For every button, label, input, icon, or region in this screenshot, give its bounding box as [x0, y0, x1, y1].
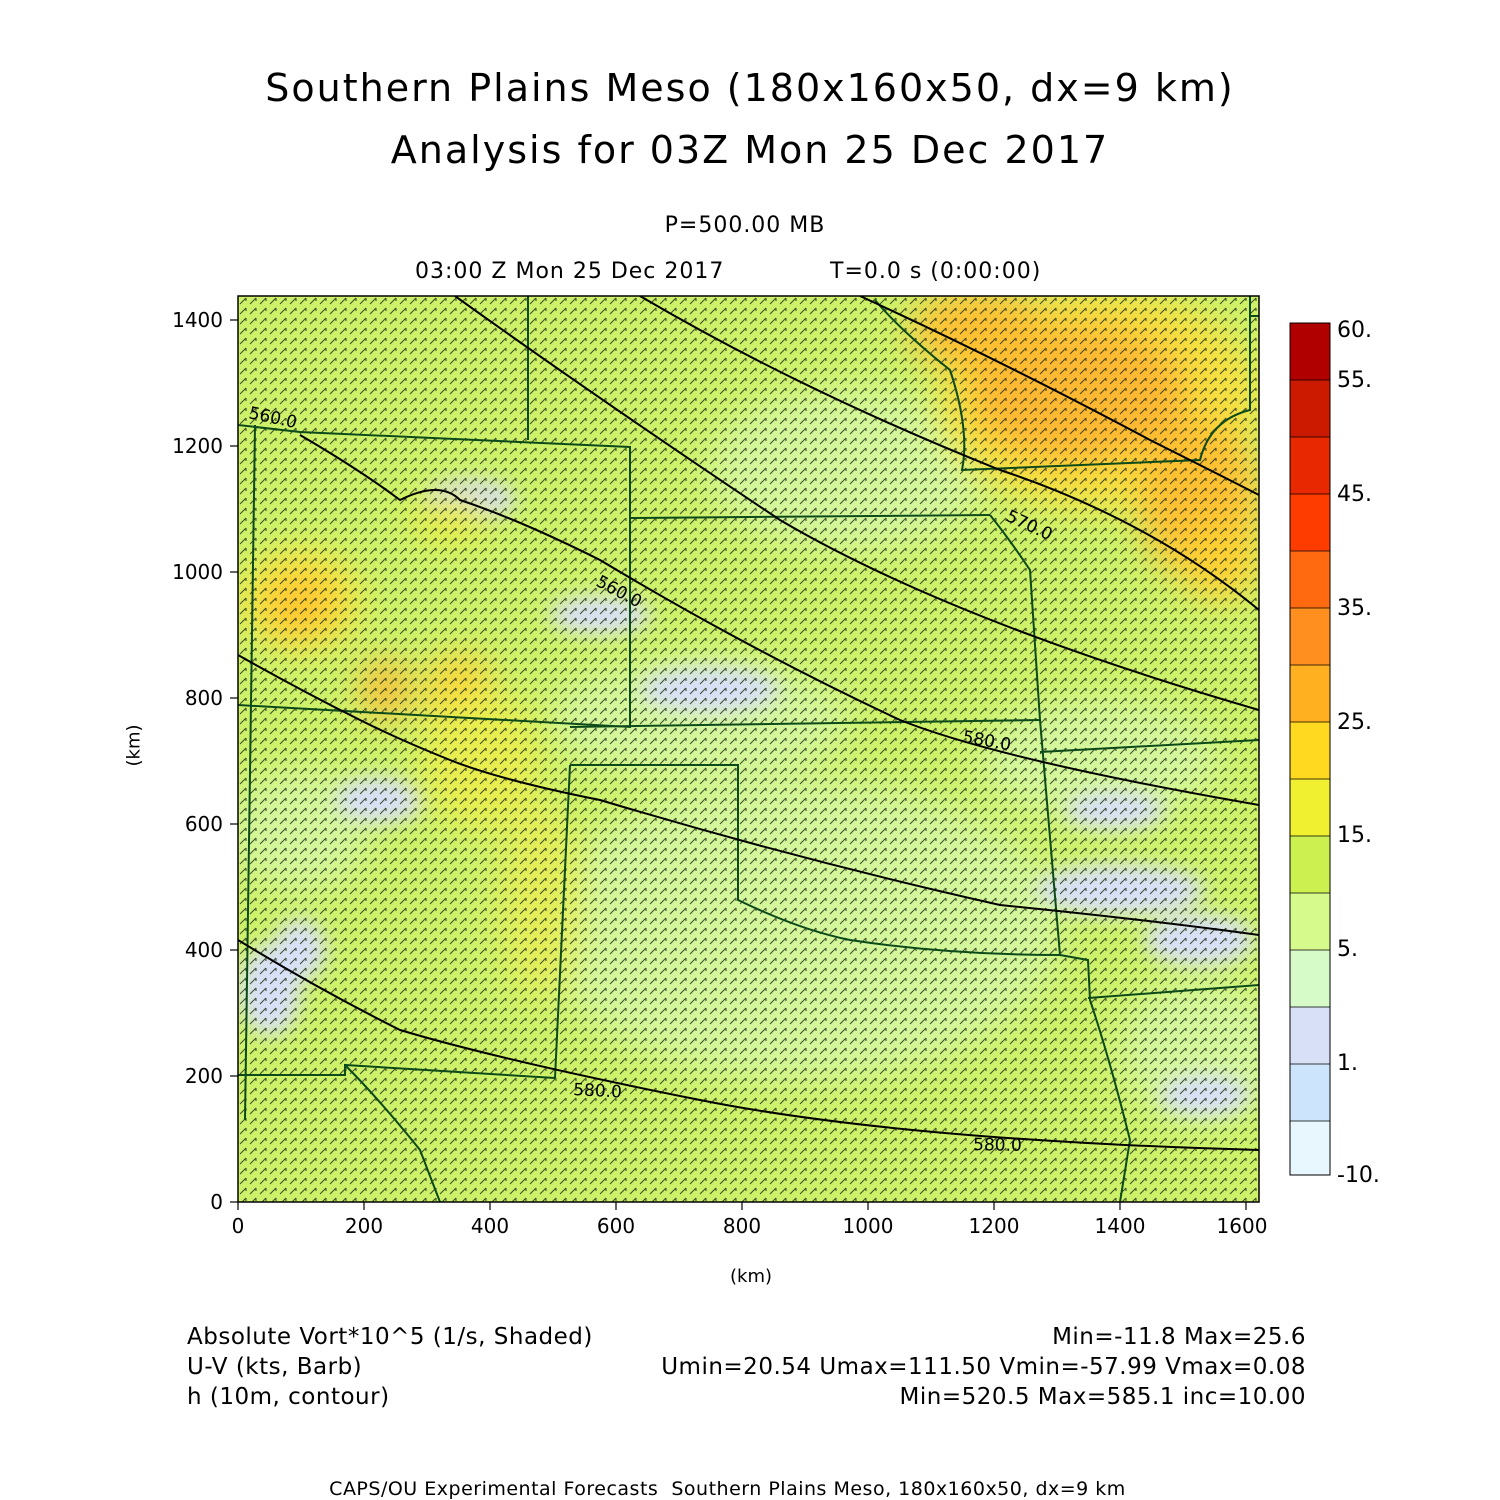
- y-axis-label: (km): [123, 724, 145, 767]
- colorbar: [1289, 322, 1331, 1176]
- x-tick-label: 1200: [968, 1214, 1020, 1238]
- colorbar-label: 45.: [1337, 482, 1372, 507]
- colorbar-label: 5.: [1337, 937, 1358, 962]
- colorbar-label: 35.: [1337, 596, 1372, 621]
- x-tick-label: 1000: [842, 1214, 894, 1238]
- y-tick-label: 1000: [172, 560, 223, 584]
- footer-credit: CAPS/OU Experimental Forecasts Southern …: [329, 1478, 1126, 1500]
- y-tick-label: 1400: [172, 308, 223, 332]
- colorbar-label: 15.: [1337, 823, 1372, 848]
- x-tick-label: 400: [470, 1214, 510, 1238]
- title-line-2: Analysis for 03Z Mon 25 Dec 2017: [390, 128, 1110, 172]
- wind-legend: U-V (kts, Barb): [187, 1354, 363, 1380]
- contour-label: 580.0: [973, 1135, 1022, 1156]
- height-legend: h (10m, contour): [187, 1384, 390, 1410]
- vorticity-field: [238, 296, 1259, 1202]
- y-tick-label: 600: [184, 812, 223, 836]
- y-tick-label: 0: [210, 1190, 223, 1214]
- x-tick-label: 200: [344, 1214, 384, 1238]
- height-contours: [238, 296, 1259, 1151]
- colorbar-label: 60.: [1337, 318, 1372, 343]
- y-tick-label: 200: [184, 1064, 223, 1088]
- pressure-level: P=500.00 MB: [664, 213, 826, 238]
- title-line-1: Southern Plains Meso (180x160x50, dx=9 k…: [265, 66, 1235, 110]
- x-axis-label: (km): [730, 1266, 773, 1287]
- y-tick-label: 1200: [172, 434, 223, 458]
- elapsed-time: T=0.0 s (0:00:00): [830, 259, 1042, 284]
- y-tick-label: 800: [184, 686, 223, 710]
- x-tick-label: 1400: [1094, 1214, 1146, 1238]
- height-stats: Min=520.5 Max=585.1 inc=10.00: [899, 1384, 1306, 1410]
- colorbar-label: 1.: [1337, 1051, 1358, 1076]
- x-tick-label: 0: [231, 1214, 245, 1238]
- valid-time: 03:00 Z Mon 25 Dec 2017: [415, 259, 725, 284]
- colorbar-label: -10.: [1337, 1163, 1380, 1188]
- plot-frame: [237, 295, 1260, 1203]
- colorbar-label: 25.: [1337, 710, 1372, 735]
- vorticity-legend: Absolute Vort*10^5 (1/s, Shaded): [187, 1324, 593, 1350]
- wind-stats: Umin=20.54 Umax=111.50 Vmin=-57.99 Vmax=…: [661, 1354, 1306, 1380]
- contour-label: 580.0: [573, 1080, 623, 1103]
- colorbar-label: 55.: [1337, 368, 1372, 393]
- axis-ticks: [230, 319, 1247, 1210]
- state-borders: [238, 296, 1259, 1202]
- vorticity-stats: Min=-11.8 Max=25.6: [1052, 1324, 1306, 1350]
- y-tick-label: 400: [184, 938, 223, 962]
- x-tick-label: 800: [722, 1214, 762, 1238]
- x-tick-label: 1600: [1216, 1214, 1268, 1238]
- x-tick-label: 600: [596, 1214, 636, 1238]
